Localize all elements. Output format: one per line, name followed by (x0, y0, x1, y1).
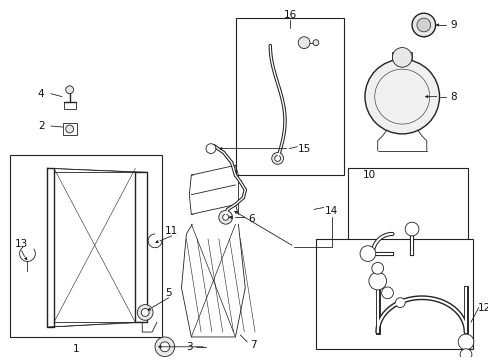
Text: 3: 3 (185, 342, 192, 352)
Text: 11: 11 (165, 226, 178, 236)
Text: 12: 12 (477, 302, 488, 312)
Circle shape (274, 156, 280, 161)
Text: 7: 7 (249, 340, 256, 350)
Circle shape (364, 59, 439, 134)
Circle shape (271, 153, 283, 164)
Circle shape (65, 125, 73, 133)
Text: 5: 5 (165, 288, 172, 298)
Text: 1: 1 (73, 344, 80, 354)
Text: 16: 16 (283, 10, 296, 20)
Text: 8: 8 (449, 91, 456, 102)
Text: 4: 4 (38, 89, 44, 99)
Bar (347, 168, 467, 296)
Circle shape (312, 40, 318, 46)
Text: 14: 14 (325, 206, 338, 216)
Text: 15: 15 (297, 144, 310, 154)
Circle shape (218, 210, 232, 224)
Circle shape (65, 86, 73, 94)
Circle shape (137, 305, 153, 320)
Circle shape (457, 334, 473, 350)
Circle shape (374, 69, 429, 124)
Circle shape (141, 309, 149, 316)
Bar (315, 239, 472, 349)
Circle shape (368, 272, 386, 290)
Circle shape (381, 287, 393, 299)
Circle shape (359, 246, 375, 261)
Circle shape (459, 349, 471, 360)
Circle shape (371, 262, 383, 274)
Text: 2: 2 (38, 121, 44, 131)
Circle shape (411, 13, 435, 37)
Circle shape (392, 48, 411, 67)
Text: 6: 6 (247, 214, 254, 224)
Bar (10, 156, 162, 337)
Circle shape (205, 144, 215, 153)
Bar (62, 123, 76, 135)
Circle shape (160, 342, 169, 352)
Circle shape (298, 37, 309, 49)
Text: 13: 13 (15, 239, 28, 249)
Circle shape (416, 18, 430, 32)
Circle shape (155, 337, 174, 357)
Circle shape (395, 298, 405, 307)
Bar (236, 18, 344, 175)
Circle shape (405, 222, 418, 236)
Text: 10: 10 (363, 170, 376, 180)
Circle shape (222, 214, 228, 220)
Text: 9: 9 (449, 20, 456, 30)
